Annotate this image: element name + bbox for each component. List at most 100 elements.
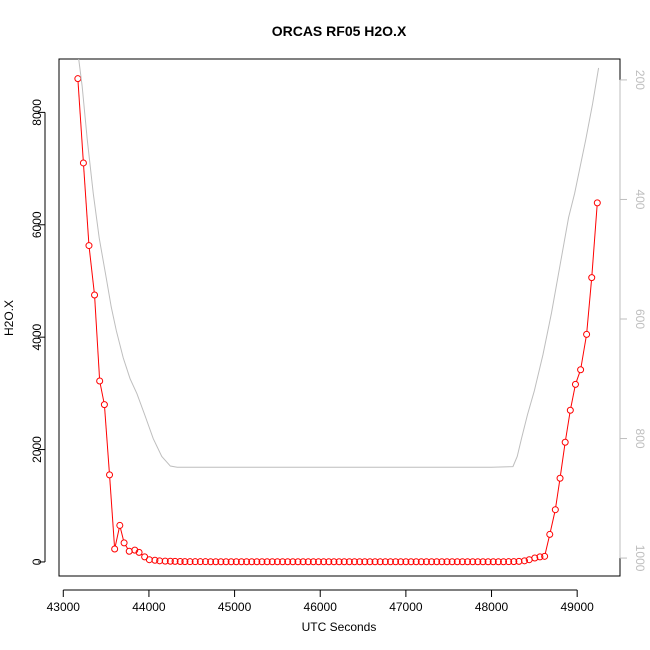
data-point (120, 539, 128, 547)
data-point (577, 366, 585, 374)
data-point (222, 558, 230, 566)
data-point (464, 558, 472, 566)
data-point (315, 558, 323, 566)
series-segment (104, 407, 110, 472)
series-segment (549, 512, 556, 532)
data-point (212, 558, 220, 566)
data-point (510, 558, 518, 566)
series-line (78, 59, 600, 468)
data-point (541, 552, 549, 560)
data-point (171, 557, 179, 565)
x-tick-label: 44000 (132, 600, 166, 614)
data-point (201, 558, 209, 566)
series-layer (74, 59, 601, 566)
data-point (207, 558, 215, 566)
data-point (356, 558, 364, 566)
axes: 43000 44000 45000 46000 47000 48000 49000 0 2000… (30, 70, 647, 614)
data-point (320, 558, 328, 566)
data-point (268, 558, 276, 566)
data-point (325, 558, 333, 566)
data-point (196, 558, 204, 566)
series-segment (120, 528, 124, 541)
data-point (448, 558, 456, 566)
data-point (145, 556, 153, 564)
data-point (125, 547, 133, 555)
data-point (453, 558, 461, 566)
data-point (131, 546, 139, 554)
data-point (474, 558, 482, 566)
data-point (402, 558, 410, 566)
data-point (571, 380, 579, 388)
data-point (294, 558, 302, 566)
data-point (556, 474, 564, 482)
data-point (386, 558, 394, 566)
y2-tick-label: 400 (633, 189, 647, 209)
data-point (443, 558, 451, 566)
data-point (166, 557, 174, 565)
x-tick-label: 43000 (47, 600, 81, 614)
data-point (417, 558, 425, 566)
data-point (232, 558, 240, 566)
data-point (371, 558, 379, 566)
data-point (428, 558, 436, 566)
series-segment (544, 537, 550, 554)
series-segment (88, 248, 95, 293)
data-point (489, 558, 497, 566)
data-point (309, 558, 317, 566)
data-point (551, 506, 559, 514)
data-point (135, 548, 143, 556)
data-point (263, 558, 271, 566)
data-point (433, 558, 441, 566)
data-point (253, 558, 261, 566)
data-point (176, 558, 184, 566)
y2-tick-label: 1000 (633, 545, 647, 572)
series-segment (565, 413, 571, 440)
data-point (116, 521, 124, 529)
series-segment (575, 372, 581, 382)
data-point (345, 558, 353, 566)
data-point (74, 75, 82, 83)
data-point (484, 558, 492, 566)
data-point (494, 558, 502, 566)
data-point (505, 558, 513, 566)
series-2 (78, 59, 600, 468)
data-point (279, 558, 287, 566)
x-tick-label: 49000 (560, 600, 594, 614)
data-point (588, 274, 596, 282)
y2-tick-label: 200 (633, 70, 647, 90)
series-segment (77, 81, 84, 161)
data-point (335, 558, 343, 566)
series-1 (74, 75, 601, 566)
data-point (546, 530, 554, 538)
data-point (304, 558, 312, 566)
data-point (561, 438, 569, 446)
series-segment (580, 337, 587, 367)
data-point (191, 558, 199, 566)
data-point (458, 558, 466, 566)
y-axis-label: H2O.X (2, 300, 16, 336)
data-point (100, 401, 108, 409)
series-segment (83, 165, 90, 243)
data-point (536, 553, 544, 561)
data-point (106, 471, 114, 479)
plot-frame (58, 58, 621, 577)
x-tick-label: 47000 (389, 600, 423, 614)
series-segment (99, 383, 105, 402)
data-point (111, 545, 119, 553)
data-point (361, 558, 369, 566)
series-segment (114, 528, 120, 547)
y-tick-label: 0 (30, 558, 44, 565)
x-tick-label: 48000 (475, 600, 509, 614)
series-segment (570, 387, 576, 408)
data-point (186, 558, 194, 566)
y-tick-label: 6000 (30, 211, 44, 238)
series-segment (555, 481, 561, 507)
data-point (407, 558, 415, 566)
data-point (566, 406, 574, 414)
data-point (469, 558, 477, 566)
data-point (217, 558, 225, 566)
series-segment (109, 477, 115, 547)
data-point (340, 558, 348, 566)
data-point (392, 558, 400, 566)
